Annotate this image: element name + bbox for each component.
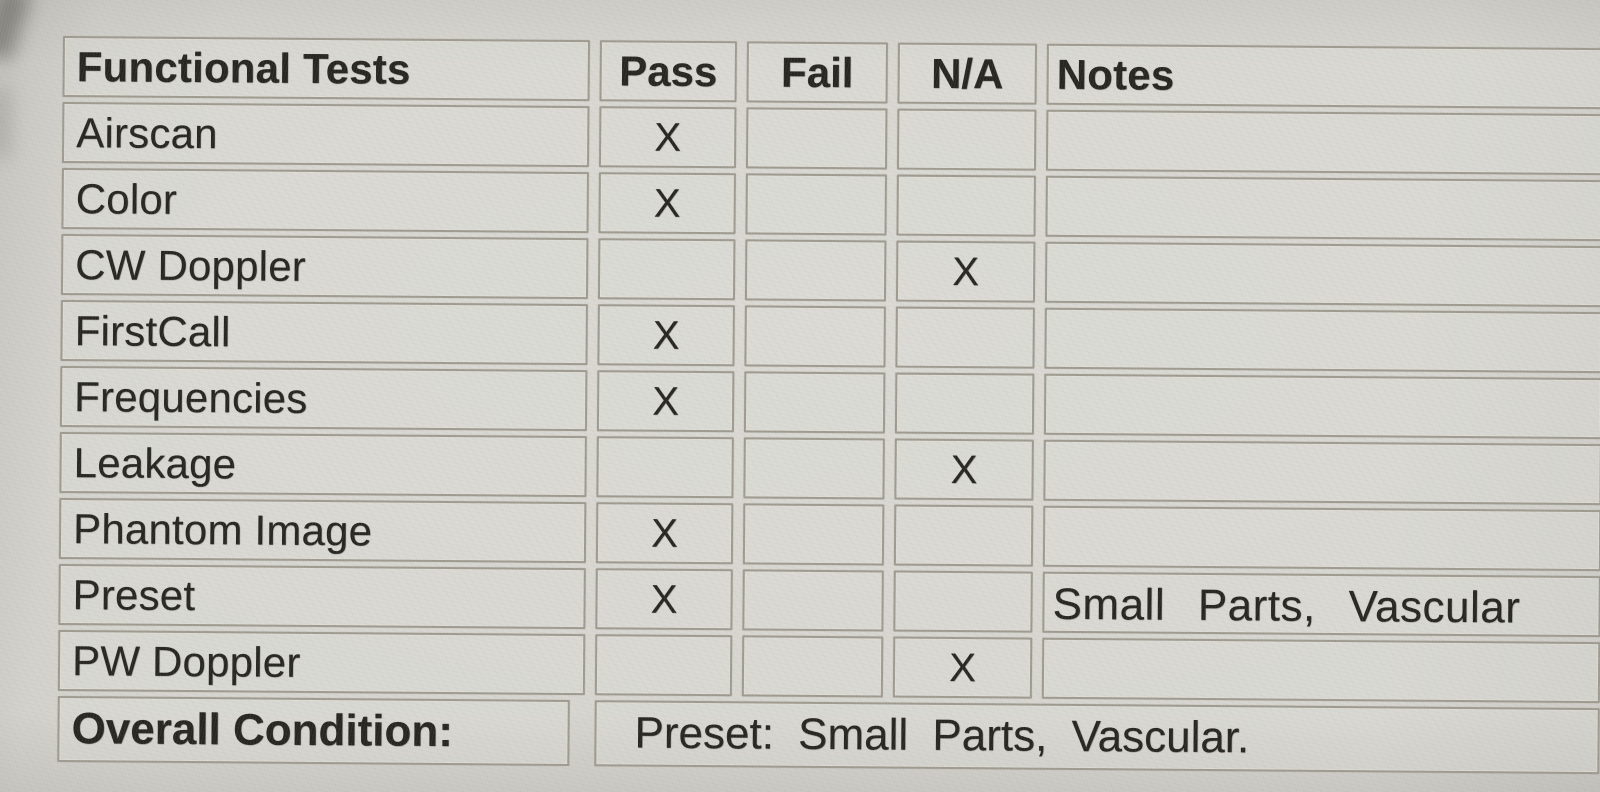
table-row-phantom-image: Phantom Image X (58, 497, 1600, 572)
row-label: Color (61, 167, 589, 234)
table-row-preset: Preset X Small Parts, Vascular (58, 563, 1600, 638)
table-row-cw-doppler: CW Doppler X (60, 233, 1600, 308)
header-na: N/A (897, 42, 1037, 105)
row-label: Airscan (62, 101, 590, 168)
overall-condition-row: Overall Condition: Preset: Small Parts, … (57, 695, 1600, 775)
overall-condition-value: Preset: Small Parts, Vascular. (594, 700, 1600, 775)
pass-mark (594, 634, 733, 697)
row-label: Leakage (59, 431, 587, 498)
na-mark: X (894, 438, 1034, 501)
pass-mark: X (595, 568, 733, 631)
notes-cell: Small Parts, Vascular (1042, 571, 1600, 638)
notes-cell (1041, 637, 1600, 704)
table-row-pw-doppler: PW Doppler X (57, 629, 1600, 704)
na-mark (896, 108, 1037, 171)
header-pass: Pass (599, 40, 737, 103)
na-mark (896, 174, 1036, 237)
table-row-frequencies: Frequencies X (59, 365, 1600, 440)
row-label: CW Doppler (60, 233, 589, 300)
row-label: Preset (58, 563, 586, 630)
na-mark (895, 306, 1035, 369)
table-row-leakage: Leakage X (59, 431, 1600, 506)
functional-tests-table: Functional Tests Pass Fail N/A Notes Air… (57, 36, 1600, 775)
overall-condition-label: Overall Condition: (57, 695, 570, 766)
header-functional-tests: Functional Tests (62, 36, 590, 102)
notes-cell (1044, 307, 1600, 374)
fail-mark (744, 239, 887, 302)
pass-mark: X (598, 106, 737, 169)
na-mark (894, 372, 1035, 435)
pass-mark (597, 238, 736, 301)
table-row-airscan: Airscan X (62, 101, 1600, 176)
notes-cell (1042, 505, 1600, 572)
fail-mark (745, 173, 887, 236)
pass-mark (596, 436, 734, 499)
fail-mark (742, 503, 885, 566)
fail-mark (745, 107, 888, 170)
fail-mark (743, 437, 885, 500)
row-label: Frequencies (59, 365, 588, 432)
pass-mark: X (595, 502, 734, 565)
table-row-firstcall: FirstCall X (60, 299, 1600, 374)
notes-cell (1043, 373, 1600, 440)
na-mark (893, 570, 1033, 633)
notes-cell (1045, 175, 1600, 242)
fail-mark (742, 569, 884, 632)
pass-mark: X (598, 172, 736, 235)
row-label: PW Doppler (57, 629, 586, 696)
pass-mark: X (597, 304, 735, 367)
pass-mark: X (596, 370, 735, 433)
fail-mark (743, 371, 886, 434)
header-notes: Notes (1046, 43, 1600, 110)
notes-cell (1044, 241, 1600, 308)
fail-mark (744, 305, 886, 368)
photo-corner-smudge (0, 0, 33, 62)
na-mark: X (892, 636, 1033, 699)
na-mark (893, 504, 1034, 567)
table-row-color: Color X (61, 167, 1600, 242)
header-fail: Fail (746, 41, 888, 104)
notes-cell (1043, 439, 1600, 506)
notes-cell (1045, 109, 1600, 176)
row-label: FirstCall (60, 299, 588, 366)
table-header-row: Functional Tests Pass Fail N/A Notes (62, 36, 1600, 110)
na-mark: X (895, 240, 1036, 303)
photo-edge-smudge (0, 88, 8, 158)
fail-mark (741, 635, 884, 698)
row-label: Phantom Image (58, 497, 587, 564)
